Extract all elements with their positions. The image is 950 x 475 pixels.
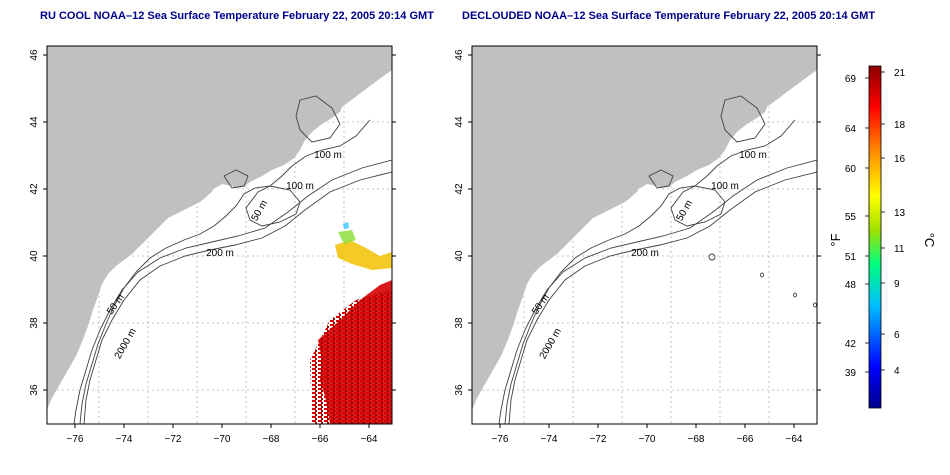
left-panel-title: RU COOL NOAA–12 Sea Surface Temperature … — [40, 10, 434, 22]
celsius-tick-label: 11 — [894, 244, 905, 255]
right-lon-tick-label: −68 — [688, 434, 705, 445]
right-lon-tick-label: −72 — [590, 434, 607, 445]
left-lat-tick-label: 42 — [29, 183, 40, 195]
left-map-border — [46, 45, 393, 425]
right-map-panel — [471, 45, 818, 425]
fahrenheit-tick-label: 48 — [845, 280, 857, 291]
fahrenheit-tick-label: 60 — [845, 164, 857, 175]
right-land-mass — [472, 46, 817, 410]
colorbar-celsius-label: °C — [922, 233, 937, 248]
left-lon-tick-label: −72 — [165, 434, 182, 445]
right-lon-tick-label: −70 — [639, 434, 656, 445]
right-lon-tick-label: −66 — [737, 434, 754, 445]
right-panel-title: DECLOUDED NOAA–12 Sea Surface Temperatur… — [462, 10, 876, 22]
right-lat-tick-label: 40 — [454, 250, 465, 262]
right-lat-tick-label: 36 — [454, 384, 465, 396]
left-lon-tick-label: −64 — [361, 434, 378, 445]
left-lat-tick-label: 40 — [29, 250, 40, 262]
right-lat-tick-label: 42 — [454, 183, 465, 195]
fahrenheit-tick-label: 69 — [845, 74, 857, 85]
left-lon-tick-label: −70 — [214, 434, 231, 445]
right-contour-label: 100 m — [711, 181, 739, 192]
right-contour-label: 200 m — [631, 248, 659, 259]
right-lon-tick-label: −64 — [786, 434, 803, 445]
celsius-tick-label: 16 — [894, 154, 906, 165]
left-contour-label: 100 m — [314, 150, 342, 161]
right-lon-tick-label: −76 — [492, 434, 509, 445]
fahrenheit-tick-label: 64 — [845, 124, 857, 135]
left-lat-tick-label: 44 — [29, 116, 40, 128]
left-isobaths — [73, 95, 392, 424]
left-contour-label: 200 m — [206, 248, 234, 259]
celsius-tick-label: 4 — [894, 366, 900, 377]
right-map-border — [471, 45, 818, 425]
left-sst-patches — [310, 222, 392, 424]
fahrenheit-tick-label: 51 — [845, 252, 857, 263]
fahrenheit-tick-label: 55 — [845, 212, 857, 223]
left-lon-tick-label: −74 — [116, 434, 133, 445]
left-lat-tick-label: 36 — [29, 384, 40, 396]
fahrenheit-tick-label: 42 — [845, 339, 857, 350]
left-contour-label: 100 m — [286, 181, 314, 192]
right-lat-tick-label: 44 — [454, 116, 465, 128]
left-land-mass — [47, 46, 392, 410]
left-lon-tick-label: −68 — [263, 434, 280, 445]
celsius-tick-label: 13 — [894, 208, 906, 219]
celsius-tick-label: 18 — [894, 120, 906, 131]
colorbar-fahrenheit-label: °F — [828, 233, 843, 246]
celsius-tick-label: 6 — [894, 330, 900, 341]
right-lon-tick-label: −74 — [541, 434, 558, 445]
right-lat-tick-label: 46 — [454, 49, 465, 61]
axis-ticks: −76 −74 −72 −70 −68 −66 −64 36 38 40 42 44 46 −76 −74 −… — [29, 49, 821, 445]
left-lon-tick-label: −66 — [312, 434, 329, 445]
celsius-tick-label: 9 — [894, 279, 900, 290]
left-lat-tick-label: 46 — [29, 49, 40, 61]
right-contour-label: 100 m — [739, 150, 767, 161]
right-isobaths — [498, 95, 817, 424]
celsius-tick-label: 21 — [894, 68, 906, 79]
left-lat-tick-label: 38 — [29, 317, 40, 329]
left-map-panel — [46, 45, 393, 425]
left-lon-tick-label: −76 — [67, 434, 84, 445]
right-graticule — [472, 46, 817, 424]
left-nova-scotia — [300, 58, 392, 122]
fahrenheit-tick-label: 39 — [845, 368, 857, 379]
right-lat-tick-label: 38 — [454, 317, 465, 329]
colorbar-gradient — [868, 65, 882, 409]
right-nova-scotia — [725, 58, 817, 122]
